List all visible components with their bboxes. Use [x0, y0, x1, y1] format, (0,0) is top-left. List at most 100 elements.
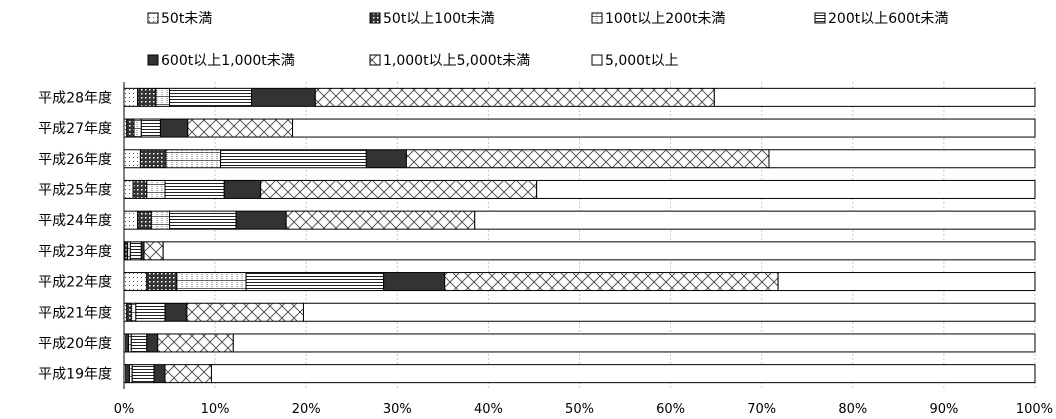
x-tick-label: 20% [292, 402, 321, 417]
x-tick-label: 90% [929, 402, 958, 417]
bar-segment [768, 149, 1036, 169]
x-tick-label: 60% [656, 402, 685, 417]
bar-segment [146, 179, 166, 199]
legend-swatch-200t-600t [814, 12, 826, 24]
bar-segment [123, 149, 141, 169]
bar-segment [285, 210, 476, 230]
legend-label-100t-200t: 100t以上200t未満 [605, 11, 725, 27]
bar-segment [365, 149, 407, 169]
bar-segment [777, 272, 1036, 292]
legend-item-50t-under: 50t未満 [147, 11, 212, 27]
bar-segment [187, 118, 294, 138]
bar-segment [126, 302, 132, 322]
bar-segment [130, 333, 148, 353]
bar-segment [165, 149, 222, 169]
bar-segment [169, 210, 237, 230]
bar-segment [210, 364, 1036, 384]
category-label: 平成20年度 [38, 336, 112, 352]
chart-legend: 50t未満 50t以上100t未満 100t以上200t未満 200t以上600… [147, 11, 948, 69]
bar-segment [302, 302, 1036, 322]
bar-segment [137, 210, 152, 230]
bar-segment [164, 302, 188, 322]
bar-segment [123, 179, 134, 199]
bar-segment [146, 272, 178, 292]
category-label: 平成26年度 [38, 152, 112, 168]
bar-segment [232, 333, 1036, 353]
bar-segment [314, 87, 715, 107]
x-tick-label: 100% [1016, 402, 1053, 417]
bar-segment [159, 118, 189, 138]
category-label: 平成24年度 [38, 213, 112, 229]
bar-segment [444, 272, 779, 292]
legend-item-1000t-5000t: 1,000t以上5,000t未満 [369, 53, 530, 69]
bar-segment [129, 241, 142, 261]
bar-segment [157, 333, 234, 353]
legend-item-600t-1000t: 600t以上1,000t未満 [147, 53, 295, 69]
legend-item-50t-100t: 50t以上100t未満 [369, 11, 495, 27]
bar-segment [123, 272, 148, 292]
legend-item-100t-200t: 100t以上200t未満 [591, 11, 725, 27]
legend-label-50t-under: 50t未満 [161, 11, 212, 27]
bar-segment [123, 87, 139, 107]
legend-label-200t-600t: 200t以上600t未満 [828, 11, 948, 27]
category-label: 平成19年度 [38, 367, 112, 383]
legend-swatch-1000t-5000t [369, 54, 381, 66]
bar-segment [123, 210, 139, 230]
x-tick-label: 40% [474, 402, 503, 417]
category-label: 平成22年度 [38, 275, 112, 291]
bar-segment [186, 302, 304, 322]
legend-swatch-50t-100t [369, 12, 381, 24]
bar-segment [126, 118, 135, 138]
category-label: 平成23年度 [38, 244, 112, 260]
bar-segment [164, 364, 212, 384]
bar-segment [383, 272, 446, 292]
legend-label-5000t-over: 5,000t以上 [605, 53, 679, 69]
category-label: 平成27年度 [38, 121, 112, 137]
legend-label-1000t-5000t: 1,000t以上5,000t未満 [383, 53, 530, 69]
bar-segment [251, 87, 316, 107]
x-tick-label: 10% [201, 402, 230, 417]
bar-segment [125, 364, 130, 384]
bar-segment [245, 272, 385, 292]
x-tick-label: 0% [114, 402, 135, 417]
bar-segment [146, 333, 159, 353]
x-tick-label: 30% [383, 402, 412, 417]
category-label: 平成28年度 [38, 90, 112, 106]
bar-segment [164, 179, 225, 199]
bar-segment [135, 302, 166, 322]
x-tick-label: 50% [565, 402, 594, 417]
bar-segment [292, 118, 1036, 138]
legend-item-200t-600t: 200t以上600t未満 [814, 11, 948, 27]
legend-swatch-600t-1000t [147, 54, 159, 66]
bar-segment [405, 149, 770, 169]
bar-segment [235, 210, 287, 230]
bar-segment [137, 87, 157, 107]
bar-segment [474, 210, 1036, 230]
bar-segment [130, 302, 137, 322]
bar-segment [133, 118, 142, 138]
bar-segment [132, 179, 148, 199]
plot-area: 平成28年度平成27年度平成26年度平成25年度平成24年度平成23年度平成22… [38, 82, 1053, 417]
bar-segment [131, 364, 155, 384]
bar-segment [713, 87, 1036, 107]
legend-swatch-5000t-over [591, 54, 603, 66]
legend-swatch-100t-200t [591, 12, 603, 24]
bar-segment [169, 87, 253, 107]
bar-segment [260, 179, 538, 199]
bar-segment [536, 179, 1036, 199]
bar-segment [140, 118, 161, 138]
bar-segment [150, 210, 171, 230]
bar-segment [223, 179, 262, 199]
legend-label-50t-100t: 50t以上100t未満 [383, 11, 495, 27]
x-tick-label: 70% [747, 402, 776, 417]
legend-item-5000t-over: 5,000t以上 [591, 53, 679, 69]
x-tick-label: 80% [838, 402, 867, 417]
bar-segment [176, 272, 247, 292]
category-label: 平成25年度 [38, 182, 112, 198]
bar-segment [162, 241, 1036, 261]
legend-swatch-50t-under [147, 12, 159, 24]
legend-label-600t-1000t: 600t以上1,000t未満 [161, 53, 295, 69]
bar-segment [220, 149, 367, 169]
bar-segment [139, 149, 167, 169]
